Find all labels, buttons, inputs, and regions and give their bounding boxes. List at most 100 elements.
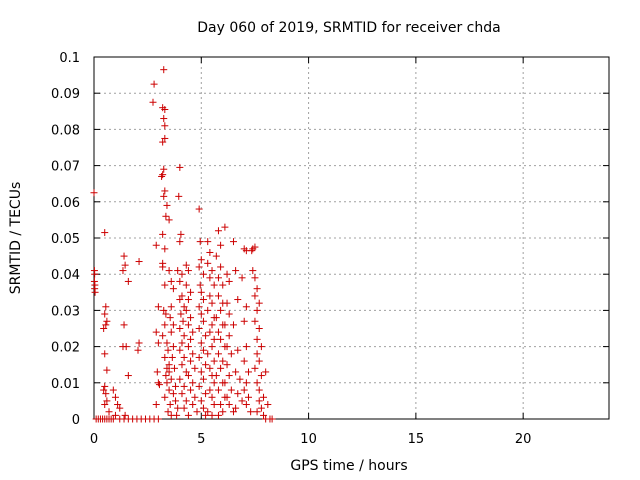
data-point [217, 401, 225, 409]
y-tick-label: 0.08 [51, 123, 80, 138]
data-point [152, 401, 160, 409]
data-point [217, 335, 225, 343]
data-point [229, 321, 237, 329]
data-point [195, 353, 203, 361]
y-tick-label: 0 [72, 413, 80, 428]
data-point [121, 411, 129, 419]
data-point [161, 134, 169, 142]
data-point [214, 386, 222, 394]
data-point [160, 66, 168, 74]
data-points [90, 66, 276, 423]
data-point [214, 411, 222, 419]
data-point [223, 299, 231, 307]
data-point [214, 227, 222, 235]
data-point [204, 350, 212, 358]
data-point [262, 368, 270, 376]
data-point [255, 299, 263, 307]
data-point [111, 393, 119, 401]
data-point [245, 393, 252, 401]
data-point [182, 397, 190, 405]
data-point [219, 281, 227, 289]
data-point [166, 401, 174, 409]
data-point [158, 172, 166, 180]
data-point [253, 306, 261, 314]
data-point [204, 306, 212, 314]
data-point [240, 386, 248, 394]
data-point [197, 339, 205, 347]
data-point [229, 408, 237, 416]
data-point [101, 229, 109, 237]
data-point [165, 267, 173, 275]
data-point [161, 187, 169, 195]
data-point [197, 397, 205, 405]
data-point [223, 270, 231, 278]
data-point [91, 288, 99, 296]
data-point [199, 270, 207, 278]
data-point [176, 163, 184, 171]
y-tick-label: 0.1 [59, 51, 80, 66]
data-point [187, 386, 195, 394]
data-point [197, 368, 205, 376]
data-point [163, 201, 171, 209]
data-point [162, 310, 170, 318]
data-point [172, 397, 180, 405]
data-point [178, 270, 186, 278]
data-point [165, 386, 173, 394]
y-tick-label: 0.01 [51, 377, 80, 392]
data-point [135, 258, 143, 266]
data-point [221, 223, 229, 231]
data-point [206, 292, 214, 300]
data-point [234, 390, 242, 398]
data-point [91, 270, 99, 278]
data-point [257, 343, 265, 351]
data-point [212, 252, 220, 260]
data-point [240, 317, 248, 325]
data-point [159, 171, 167, 179]
data-point [100, 386, 108, 394]
data-point [184, 296, 192, 304]
data-point [234, 296, 242, 304]
data-point [161, 321, 169, 329]
data-point [121, 261, 129, 269]
x-tick-label: 10 [300, 432, 317, 447]
data-point [208, 299, 216, 307]
data-point [255, 397, 263, 405]
data-point [227, 350, 235, 358]
data-point [109, 386, 117, 394]
data-point [199, 317, 207, 325]
data-point [191, 364, 199, 372]
data-point [247, 408, 255, 416]
data-point [180, 332, 188, 340]
data-point [184, 411, 192, 419]
data-point [154, 415, 162, 423]
data-point [163, 364, 171, 372]
data-point [152, 241, 160, 249]
data-point [169, 343, 177, 351]
data-point [189, 328, 197, 336]
data-point [219, 408, 227, 416]
data-point [173, 411, 181, 419]
y-axis-label: SRMTID / TECUs [8, 182, 24, 295]
data-point [116, 404, 124, 412]
data-point [253, 285, 261, 293]
data-point [120, 252, 128, 260]
data-point [189, 379, 197, 387]
data-point [100, 325, 108, 332]
data-point [161, 393, 169, 401]
data-point [161, 353, 169, 361]
data-point [238, 274, 246, 282]
data-point [196, 238, 204, 246]
data-point [234, 346, 242, 354]
data-point [150, 80, 158, 88]
y-tick-label: 0.04 [51, 268, 80, 283]
data-point [204, 259, 212, 267]
data-point [182, 368, 190, 376]
data-point [184, 267, 192, 275]
data-point [202, 332, 210, 340]
data-point [161, 122, 169, 130]
data-point [199, 296, 207, 304]
data-point [174, 267, 182, 275]
data-point [195, 325, 203, 332]
data-point [251, 364, 259, 372]
data-point [251, 243, 259, 251]
